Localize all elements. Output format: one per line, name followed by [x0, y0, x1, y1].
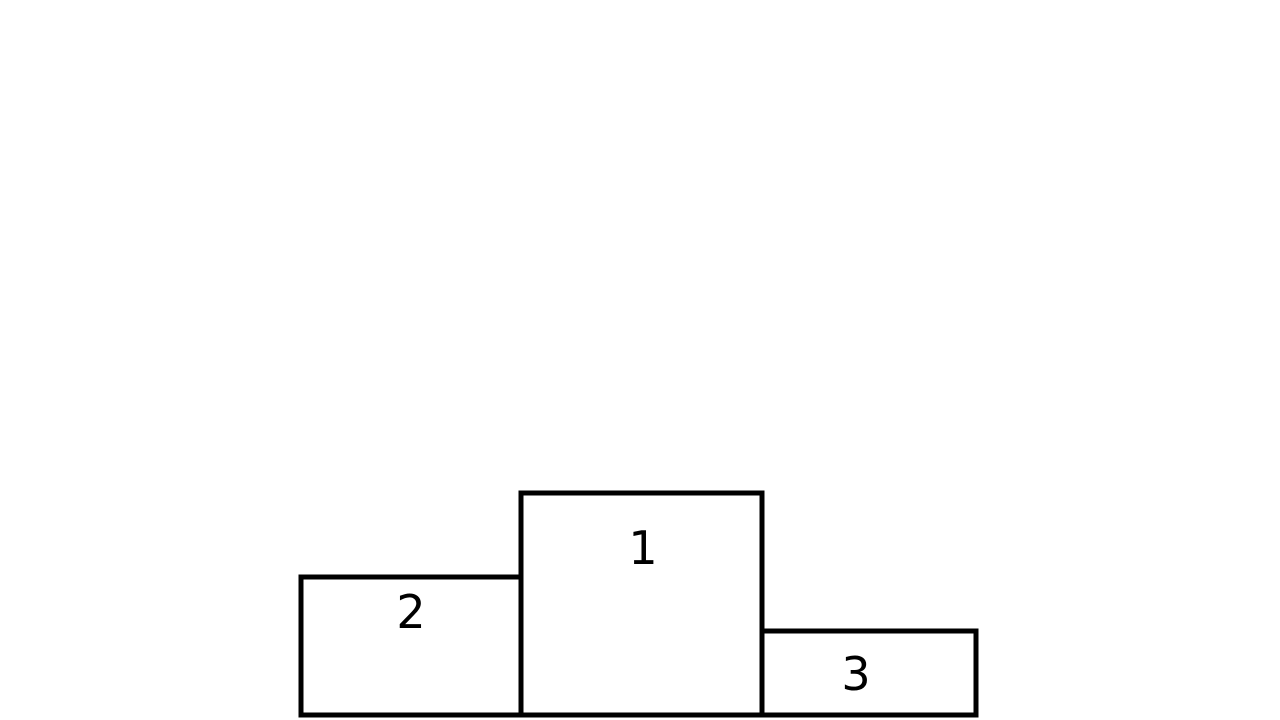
podium-block-first	[518, 490, 765, 718]
podium-label-third: 3	[841, 647, 870, 701]
podium-label-second: 2	[396, 585, 425, 639]
podium-block-second	[298, 574, 524, 718]
podium-block-third	[759, 628, 979, 718]
podium-label-first: 1	[628, 521, 657, 575]
